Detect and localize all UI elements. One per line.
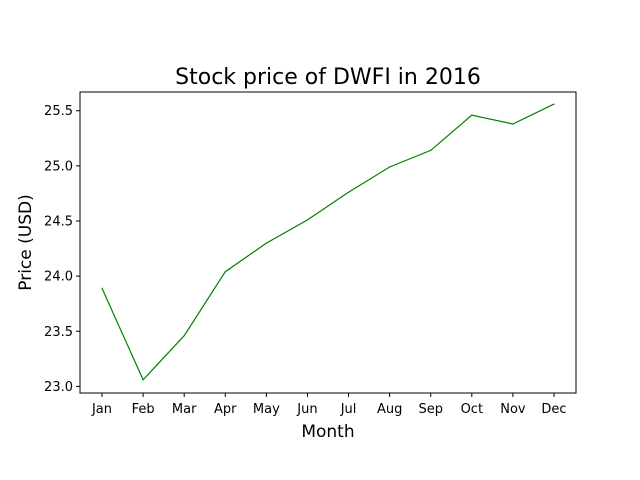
- y-tick-label: 25.0: [44, 159, 73, 174]
- y-tick-label: 23.0: [44, 380, 73, 395]
- y-tick-label: 25.5: [44, 104, 73, 119]
- x-tick-label: Mar: [172, 402, 197, 417]
- x-tick-label: Apr: [214, 402, 237, 417]
- y-axis-label: Price (USD): [16, 194, 36, 290]
- plot-frame: [79, 91, 577, 394]
- y-tick-label: 23.5: [44, 325, 73, 340]
- data-point: [306, 219, 309, 221]
- x-tick-label: Dec: [541, 402, 566, 417]
- data-point: [512, 123, 514, 125]
- x-tick-label: Oct: [461, 402, 483, 417]
- x-tick-label: Nov: [500, 402, 526, 417]
- x-tick-label: Aug: [377, 402, 402, 417]
- y-tick-label: 24.5: [44, 215, 73, 230]
- x-tick-label: Sep: [418, 402, 443, 417]
- x-axis: Jan Feb Mar Apr May Jun Jul Aug Sep Oct Nov Dec: [91, 393, 567, 417]
- data-point: [389, 166, 391, 168]
- x-tick-label: May: [253, 402, 280, 417]
- x-axis-label: Month: [301, 422, 354, 442]
- x-tick-label: Feb: [132, 402, 155, 417]
- data-point: [430, 149, 432, 152]
- y-axis: 23.0 23.5 24.0 24.5 25.0 25.5: [44, 104, 80, 395]
- x-tick-label: Jan: [91, 402, 112, 417]
- data-point: [471, 114, 473, 116]
- chart-title: Stock price of DWFI in 2016: [175, 65, 481, 90]
- data-point: [553, 103, 555, 105]
- series-group: [101, 103, 555, 381]
- y-tick-label: 24.0: [44, 270, 73, 285]
- data-point: [101, 287, 103, 289]
- data-point: [183, 335, 185, 337]
- data-point: [347, 191, 350, 193]
- data-point: [224, 271, 226, 273]
- data-point: [265, 242, 267, 244]
- x-tick-label: Jun: [296, 402, 317, 417]
- data-point: [142, 379, 144, 381]
- x-tick-label: Jul: [340, 402, 357, 417]
- series-line: [101, 103, 555, 381]
- plot-area: 23.0 23.5 24.0 24.5 25.0 25.5 Jan Feb Mar Apr May…: [44, 91, 577, 417]
